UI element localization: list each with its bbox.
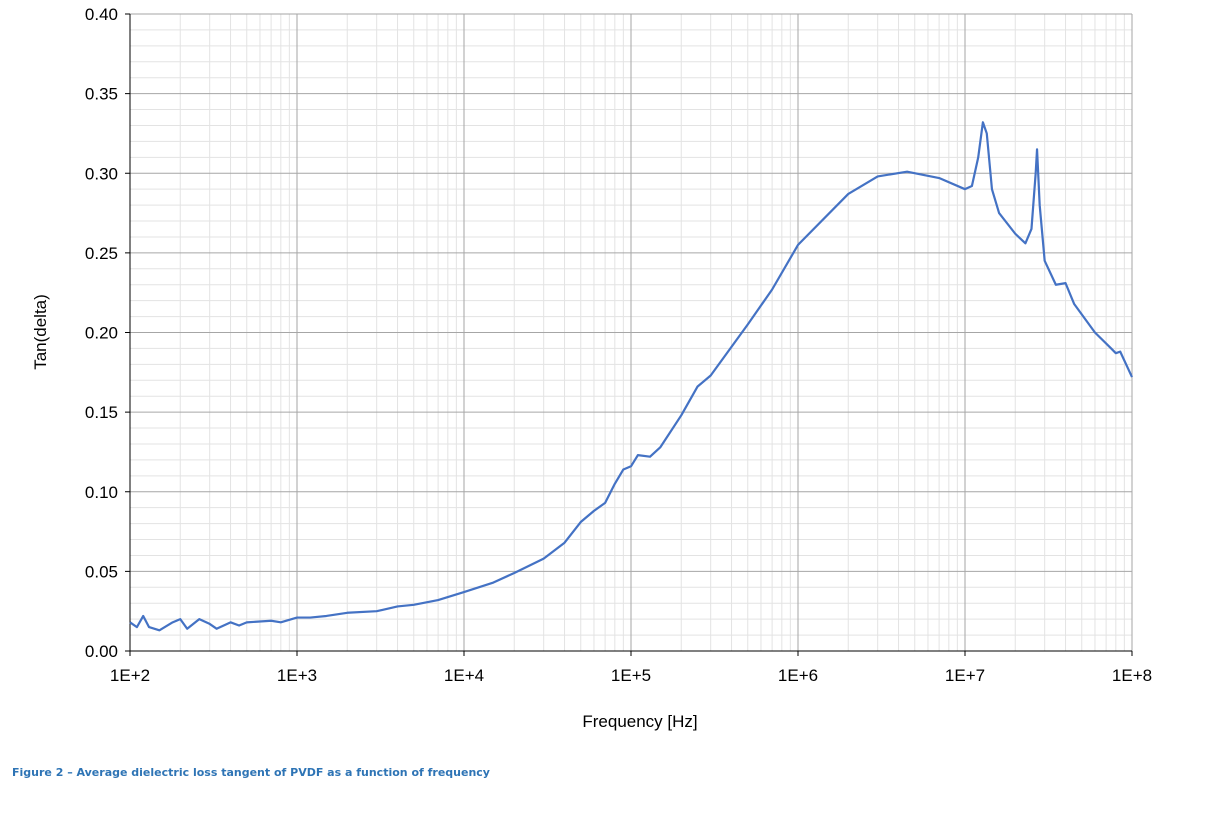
caption: Figure 2 – Average dielectric loss tange… <box>12 766 490 779</box>
x-tick-label: 1E+8 <box>1112 666 1152 685</box>
x-tick-label: 1E+6 <box>778 666 818 685</box>
x-tick-label: 1E+2 <box>110 666 150 685</box>
y-tick-label: 0.05 <box>85 562 118 581</box>
y-axis-label: Tan(delta) <box>31 294 50 370</box>
x-tick-label: 1E+4 <box>444 666 484 685</box>
y-tick-label: 0.40 <box>85 5 118 24</box>
x-tick-label: 1E+3 <box>277 666 317 685</box>
x-axis-label: Frequency [Hz] <box>582 712 697 731</box>
y-tick-label: 0.25 <box>85 244 118 263</box>
x-tick-label: 1E+7 <box>945 666 985 685</box>
y-tick-label: 0.35 <box>85 85 118 104</box>
y-tick-label: 0.10 <box>85 483 118 502</box>
data-line <box>129 121 1133 632</box>
y-tick-label: 0.15 <box>85 403 118 422</box>
x-tick-label: 1E+5 <box>611 666 651 685</box>
y-tick-label: 0.30 <box>85 164 118 183</box>
y-tick-label: 0.20 <box>85 324 118 343</box>
y-tick-label: 0.00 <box>85 642 118 661</box>
